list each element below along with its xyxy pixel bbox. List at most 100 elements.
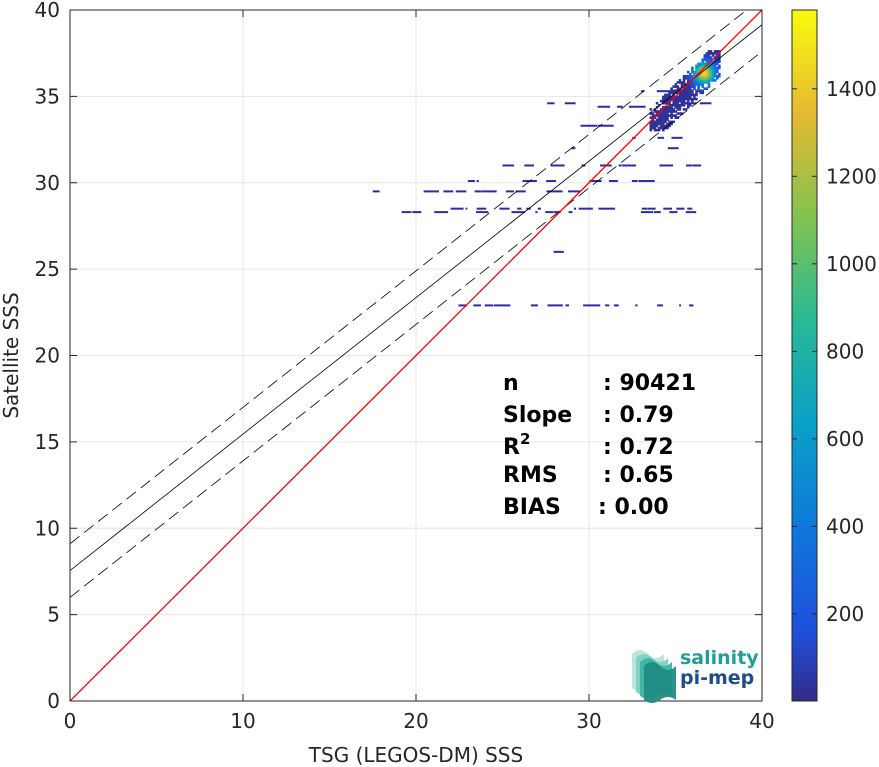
- density-bin: [695, 89, 698, 93]
- colorbar-tick-label: 800: [826, 339, 864, 363]
- density-bin: [674, 83, 678, 86]
- density-bin: [713, 64, 717, 68]
- density-bin: [649, 126, 653, 130]
- density-bin: [649, 124, 653, 128]
- density-bin: [676, 91, 680, 95]
- density-bin: [664, 101, 667, 105]
- density-bin: [697, 74, 700, 78]
- density-bin: [711, 79, 715, 82]
- density-bin: [697, 77, 700, 80]
- density-bin: [699, 77, 702, 80]
- density-bin: [511, 211, 526, 214]
- density-bin: [692, 164, 702, 167]
- density-bin: [674, 89, 678, 93]
- density-bin: [662, 126, 665, 130]
- density-bin: [670, 120, 673, 124]
- density-bin: [666, 114, 669, 117]
- density-bin: [693, 70, 696, 74]
- density-bin: [697, 79, 700, 82]
- density-bin: [705, 58, 709, 61]
- density-bin: [705, 77, 709, 80]
- density-bin: [684, 108, 688, 111]
- density-bin: [684, 89, 688, 93]
- colorbar-tick-label: 1200: [826, 164, 877, 188]
- colorbar-tick-label: 1000: [826, 252, 877, 276]
- density-bin: [682, 79, 686, 82]
- density-bin: [701, 60, 705, 64]
- density-bin: [664, 97, 667, 101]
- stat-label: Slope: [503, 403, 572, 428]
- density-bin: [711, 64, 715, 68]
- density-bin: [701, 74, 705, 78]
- density-bin: [688, 97, 692, 101]
- density-bin: [664, 120, 667, 124]
- density-bin: [701, 70, 705, 74]
- density-bin: [656, 90, 671, 93]
- density-bin: [686, 87, 690, 90]
- density-bin: [701, 83, 705, 86]
- density-bin: [676, 207, 685, 210]
- density-bin: [711, 52, 715, 55]
- density-bin: [657, 136, 665, 139]
- density-bin: [640, 211, 654, 214]
- density-bin: [699, 81, 702, 84]
- density-bin: [695, 83, 698, 86]
- density-bin: [718, 74, 721, 78]
- density-bin: [659, 114, 663, 117]
- density-bin: [718, 64, 721, 68]
- density-bin: [686, 99, 690, 103]
- density-bin: [693, 81, 696, 84]
- density-bin: [401, 211, 412, 214]
- density-bin: [674, 110, 678, 113]
- density-bin: [718, 56, 721, 59]
- density-bin: [476, 207, 487, 210]
- density-bin: [697, 83, 700, 86]
- density-bin: [686, 91, 690, 95]
- density-bin: [674, 116, 678, 119]
- density-bin: [666, 118, 669, 122]
- density-bin: [668, 110, 671, 113]
- density-bin: [659, 112, 663, 115]
- density-bin: [666, 93, 669, 97]
- density-bin: [659, 118, 663, 122]
- density-bin: [703, 81, 707, 84]
- density-bin: [524, 164, 534, 167]
- density-bin: [668, 97, 671, 101]
- density-bin: [680, 102, 697, 105]
- density-bin: [707, 77, 711, 80]
- density-bin: [713, 70, 717, 74]
- density-bin: [672, 101, 675, 105]
- density-bin: [659, 120, 663, 124]
- density-bin: [598, 207, 616, 210]
- density-bin: [670, 106, 673, 109]
- density-bin: [664, 93, 667, 97]
- density-bin: [631, 180, 638, 183]
- density-bin: [678, 81, 682, 84]
- density-bin: [699, 102, 712, 105]
- density-bin: [571, 147, 576, 150]
- density-bin: [674, 106, 678, 109]
- density-bin: [684, 97, 688, 101]
- density-bin: [707, 64, 711, 68]
- density-bin: [693, 97, 696, 101]
- density-bin: [537, 207, 541, 210]
- x-axis-label: TSG (LEGOS-DM) SSS: [308, 743, 523, 767]
- density-bin: [682, 108, 686, 111]
- density-bin: [670, 114, 673, 117]
- density-bin: [686, 95, 690, 99]
- density-bin: [703, 79, 707, 82]
- density-bin: [697, 87, 700, 90]
- density-bin: [684, 91, 688, 95]
- density-bin: [705, 54, 709, 57]
- density-bin: [668, 120, 671, 124]
- density-bin: [676, 112, 680, 115]
- density-bin: [701, 64, 705, 68]
- density-bin: [693, 74, 696, 78]
- density-bin: [699, 72, 702, 76]
- density-core: [649, 50, 721, 132]
- density-bin: [715, 56, 719, 59]
- density-bin: [718, 50, 721, 53]
- density-bin: [709, 66, 713, 70]
- density-bin: [699, 62, 702, 66]
